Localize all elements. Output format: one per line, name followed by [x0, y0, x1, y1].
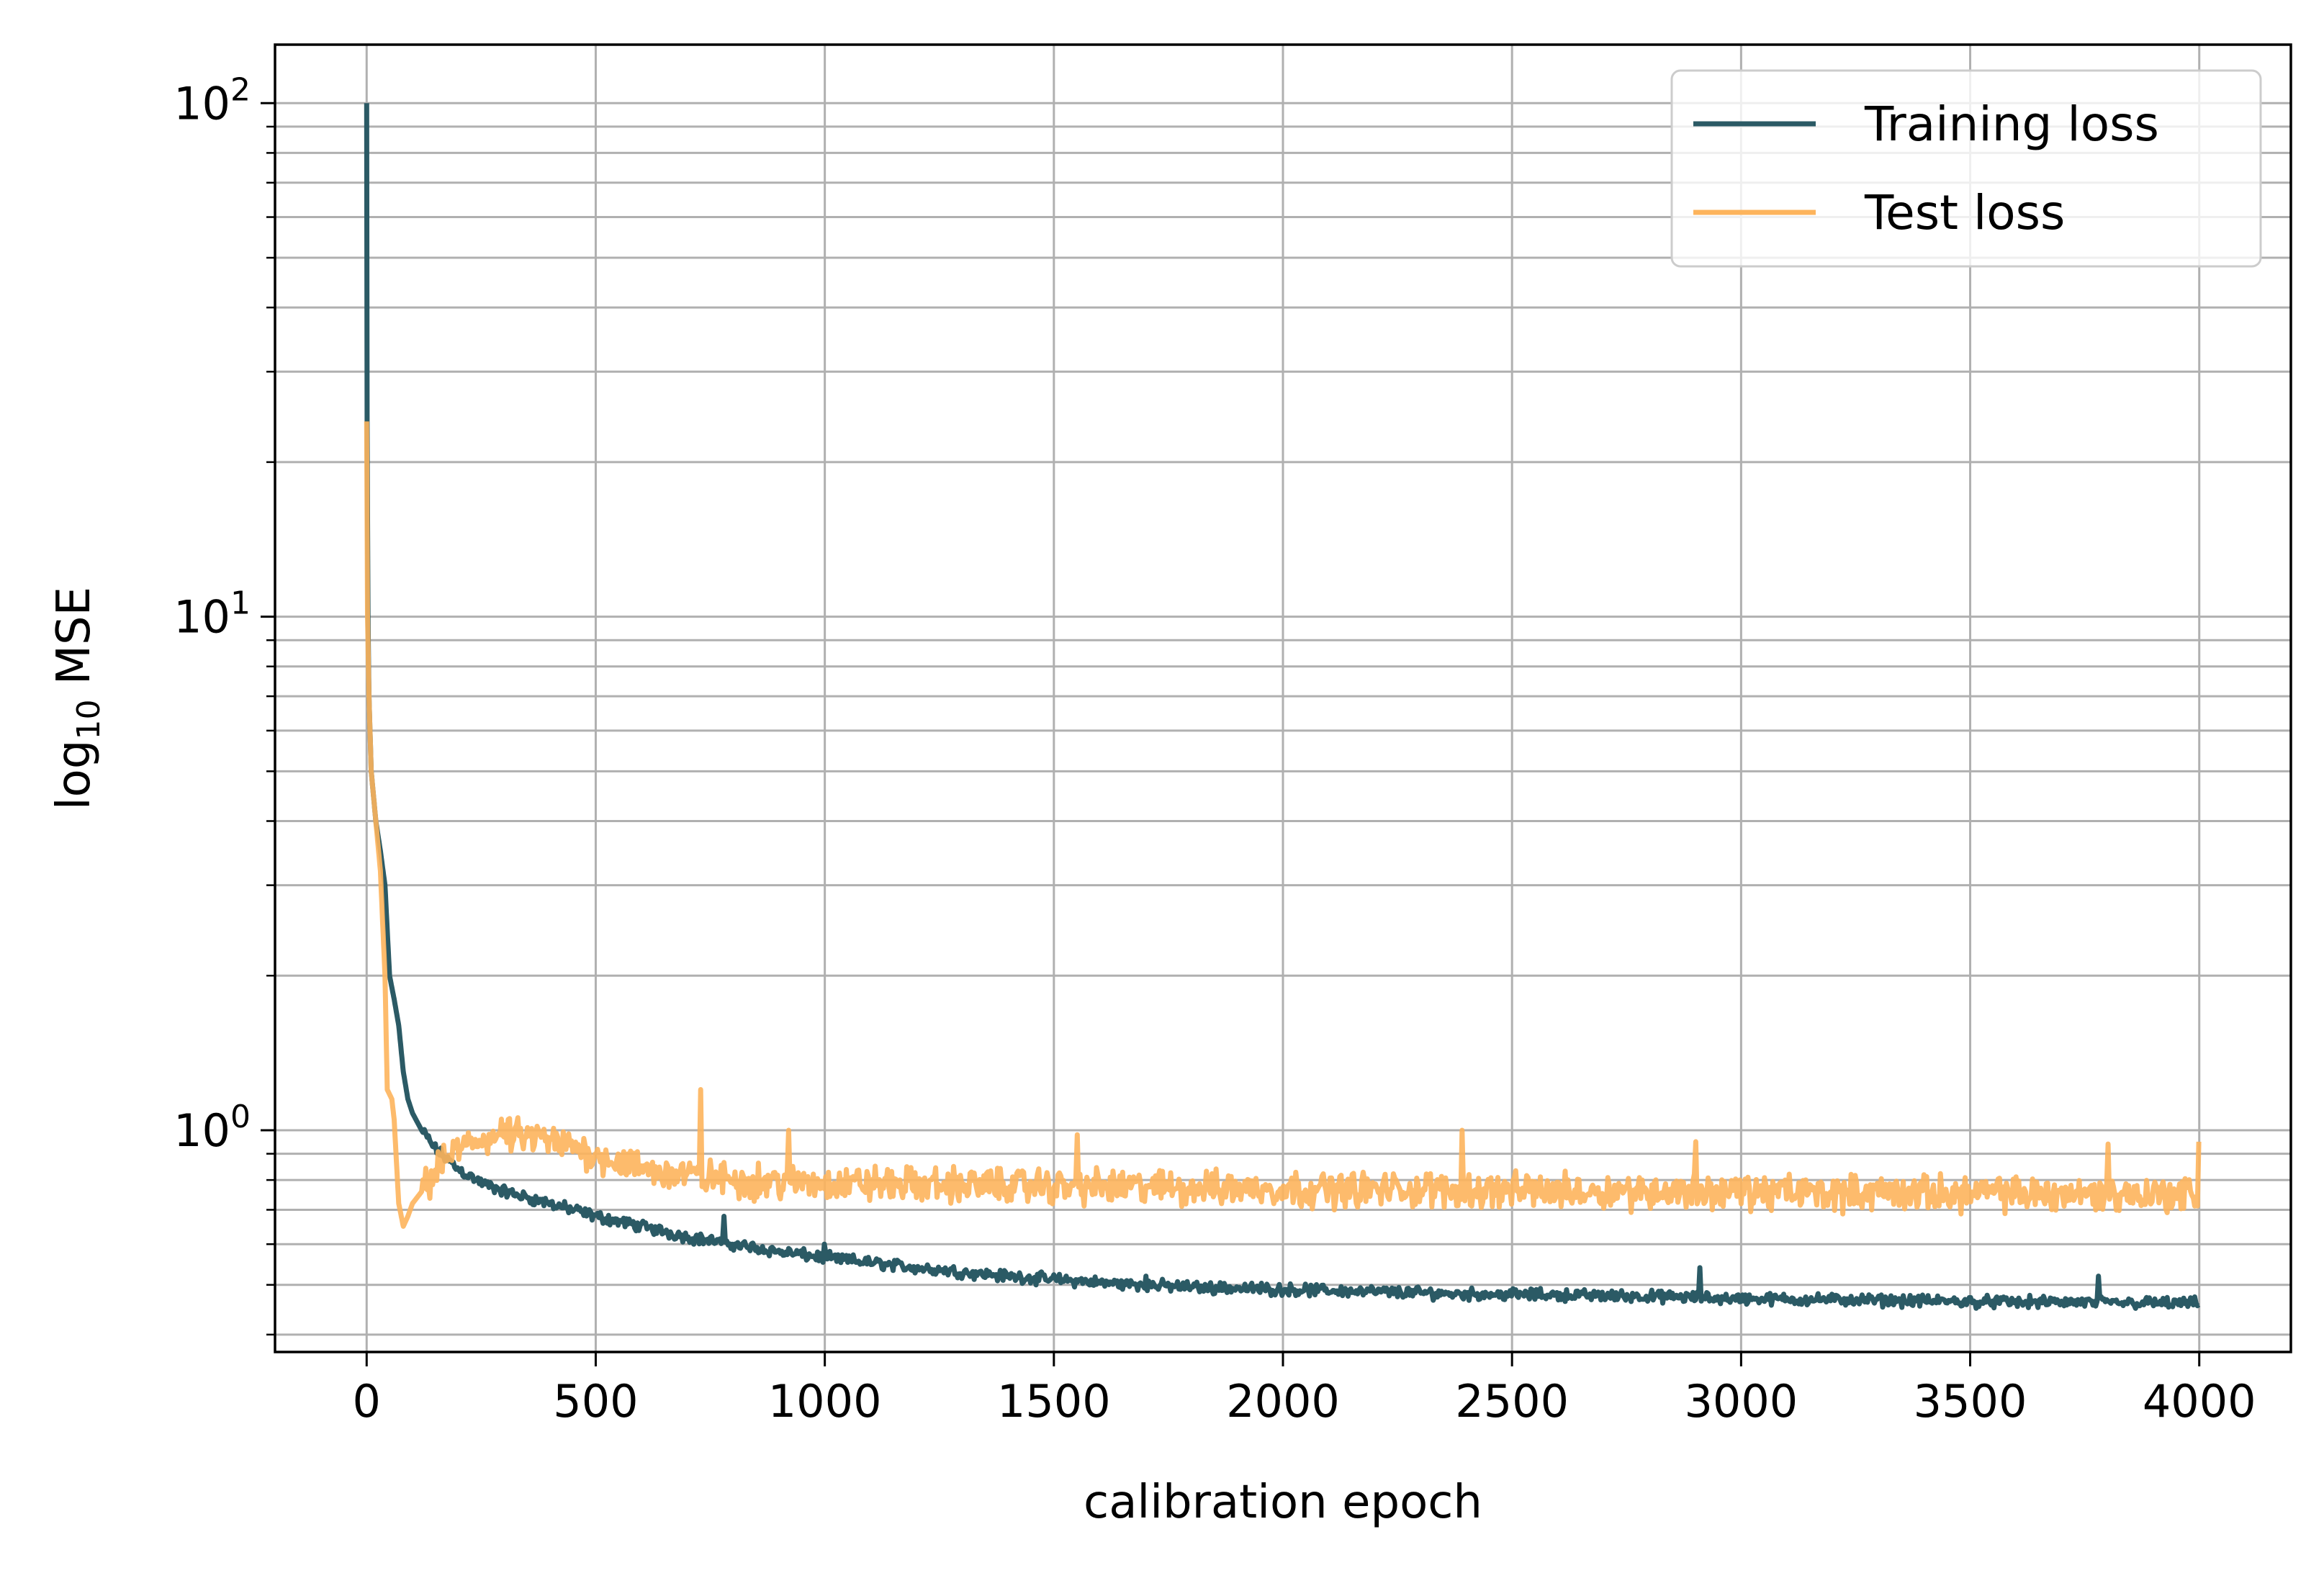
legend: Training loss Test loss	[1670, 69, 2262, 268]
training-loss-line	[364, 103, 2201, 1311]
legend-label-training: Training loss	[1864, 96, 2159, 152]
y-tick-label: 102	[174, 71, 251, 130]
y-axis-label: log10 MSE	[48, 587, 107, 810]
ticks: 0 500 1000 1500 2000 2500 3000 3500 4000 100 101 10…	[174, 71, 2256, 1428]
test-loss-line	[364, 421, 2202, 1229]
plot-frame	[274, 43, 2292, 1353]
x-axis-label: calibration epoch	[1084, 1476, 1482, 1529]
y-tick-label: 101	[174, 585, 251, 644]
x-tick-label: 3500	[1914, 1375, 2027, 1428]
x-tick-label: 2000	[1226, 1375, 1340, 1428]
legend-label-test: Test loss	[1864, 185, 2065, 240]
x-tick-label: 1000	[768, 1375, 882, 1428]
x-tick-label: 0	[353, 1375, 381, 1428]
x-tick-label: 500	[553, 1375, 638, 1428]
x-tick-label: 1500	[997, 1375, 1111, 1428]
series-group	[364, 103, 2202, 1311]
x-tick-label: 3000	[1684, 1375, 1798, 1428]
legend-box	[1670, 69, 2262, 268]
x-tick-label: 4000	[2143, 1375, 2256, 1428]
x-tick-label: 2500	[1455, 1375, 1569, 1428]
y-tick-label: 100	[174, 1099, 251, 1157]
